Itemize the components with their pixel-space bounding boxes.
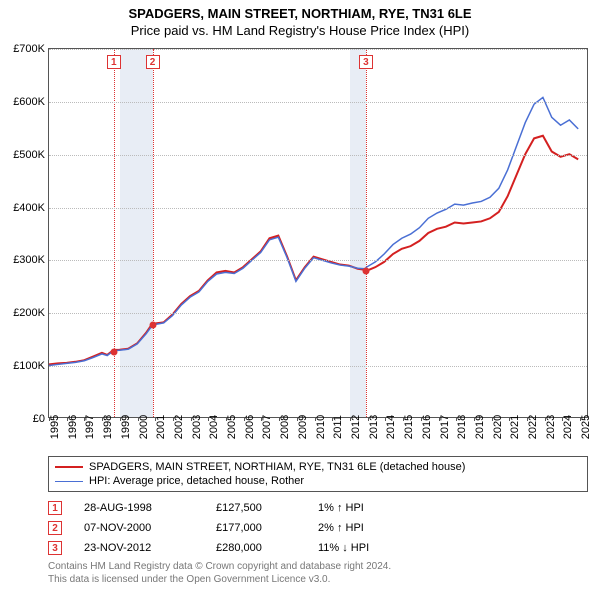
footer-line2: This data is licensed under the Open Gov… <box>48 573 391 586</box>
transaction-marker: 3 <box>359 55 373 69</box>
y-axis-label: £300K <box>1 254 45 266</box>
x-axis-label: 2008 <box>279 415 291 439</box>
x-axis-label: 2024 <box>562 415 574 439</box>
transaction-row: 1 28-AUG-1998 £127,500 1% ↑ HPI <box>48 498 418 518</box>
transaction-row: 3 23-NOV-2012 £280,000 11% ↓ HPI <box>48 538 418 558</box>
chart-lines <box>49 49 587 417</box>
y-axis-label: £100K <box>1 360 45 372</box>
transaction-price: £280,000 <box>216 542 296 554</box>
legend-swatch <box>55 466 83 468</box>
gridline <box>49 208 587 209</box>
series-property <box>49 136 578 365</box>
x-axis-label: 2002 <box>173 415 185 439</box>
y-axis-label: £0 <box>1 413 45 425</box>
transaction-id-marker: 3 <box>48 541 62 555</box>
x-axis-label: 1996 <box>67 415 79 439</box>
gridline <box>49 366 587 367</box>
legend-box: SPADGERS, MAIN STREET, NORTHIAM, RYE, TN… <box>48 456 588 492</box>
x-axis-label: 2013 <box>368 415 380 439</box>
x-axis-label: 2010 <box>315 415 327 439</box>
x-axis-label: 2004 <box>208 415 220 439</box>
x-axis-label: 2021 <box>509 415 521 439</box>
transaction-marker: 2 <box>146 55 160 69</box>
gridline <box>49 49 587 50</box>
x-axis-label: 2014 <box>385 415 397 439</box>
x-axis-label: 2018 <box>456 415 468 439</box>
gridline <box>49 155 587 156</box>
legend-swatch <box>55 481 83 482</box>
y-axis-label: £400K <box>1 202 45 214</box>
x-axis-label: 2022 <box>527 415 539 439</box>
plot-area: £0£100K£200K£300K£400K£500K£600K£700K199… <box>48 48 588 418</box>
title-block: SPADGERS, MAIN STREET, NORTHIAM, RYE, TN… <box>0 0 600 38</box>
transaction-date: 23-NOV-2012 <box>84 542 194 554</box>
x-axis-label: 2009 <box>297 415 309 439</box>
legend-row: SPADGERS, MAIN STREET, NORTHIAM, RYE, TN… <box>55 460 581 474</box>
x-axis-label: 2023 <box>545 415 557 439</box>
transaction-id-marker: 2 <box>48 521 62 535</box>
x-axis-label: 2005 <box>226 415 238 439</box>
footer-line1: Contains HM Land Registry data © Crown c… <box>48 560 391 573</box>
transaction-price: £177,000 <box>216 522 296 534</box>
x-axis-label: 2001 <box>155 415 167 439</box>
legend-row: HPI: Average price, detached house, Roth… <box>55 474 581 488</box>
transaction-diff: 2% ↑ HPI <box>318 522 418 534</box>
transactions-table: 1 28-AUG-1998 £127,500 1% ↑ HPI 2 07-NOV-2000… <box>48 498 418 558</box>
transaction-dot <box>110 348 117 355</box>
transaction-marker: 1 <box>107 55 121 69</box>
transaction-price: £127,500 <box>216 502 296 514</box>
transaction-diff: 1% ↑ HPI <box>318 502 418 514</box>
gridline <box>49 102 587 103</box>
series-hpi <box>49 97 578 365</box>
y-axis-label: £200K <box>1 307 45 319</box>
x-axis-label: 2003 <box>191 415 203 439</box>
y-axis-label: £600K <box>1 96 45 108</box>
legend-label: HPI: Average price, detached house, Roth… <box>89 475 304 487</box>
y-axis-label: £700K <box>1 43 45 55</box>
x-axis-label: 2016 <box>421 415 433 439</box>
x-axis-label: 2011 <box>332 415 344 439</box>
x-axis-label: 2019 <box>474 415 486 439</box>
transaction-date: 28-AUG-1998 <box>84 502 194 514</box>
gridline <box>49 313 587 314</box>
x-axis-label: 2015 <box>403 415 415 439</box>
x-axis-label: 1998 <box>102 415 114 439</box>
footer-attribution: Contains HM Land Registry data © Crown c… <box>48 560 391 586</box>
x-axis-label: 2007 <box>261 415 273 439</box>
transaction-diff: 11% ↓ HPI <box>318 542 418 554</box>
gridline <box>49 260 587 261</box>
x-axis-label: 2025 <box>580 415 592 439</box>
chart-title: SPADGERS, MAIN STREET, NORTHIAM, RYE, TN… <box>0 6 600 21</box>
transaction-dot <box>149 322 156 329</box>
x-axis-label: 2000 <box>138 415 150 439</box>
y-axis-label: £500K <box>1 149 45 161</box>
transaction-id-marker: 1 <box>48 501 62 515</box>
x-axis-label: 2020 <box>492 415 504 439</box>
transaction-row: 2 07-NOV-2000 £177,000 2% ↑ HPI <box>48 518 418 538</box>
transaction-date: 07-NOV-2000 <box>84 522 194 534</box>
chart-container: SPADGERS, MAIN STREET, NORTHIAM, RYE, TN… <box>0 0 600 590</box>
x-axis-label: 1999 <box>120 415 132 439</box>
x-axis-label: 2006 <box>244 415 256 439</box>
x-axis-label: 1997 <box>84 415 96 439</box>
transaction-dot <box>362 268 369 275</box>
legend-label: SPADGERS, MAIN STREET, NORTHIAM, RYE, TN… <box>89 461 465 473</box>
x-axis-label: 2012 <box>350 415 362 439</box>
chart-subtitle: Price paid vs. HM Land Registry's House … <box>0 23 600 38</box>
x-axis-label: 1995 <box>49 415 61 439</box>
x-axis-label: 2017 <box>439 415 451 439</box>
